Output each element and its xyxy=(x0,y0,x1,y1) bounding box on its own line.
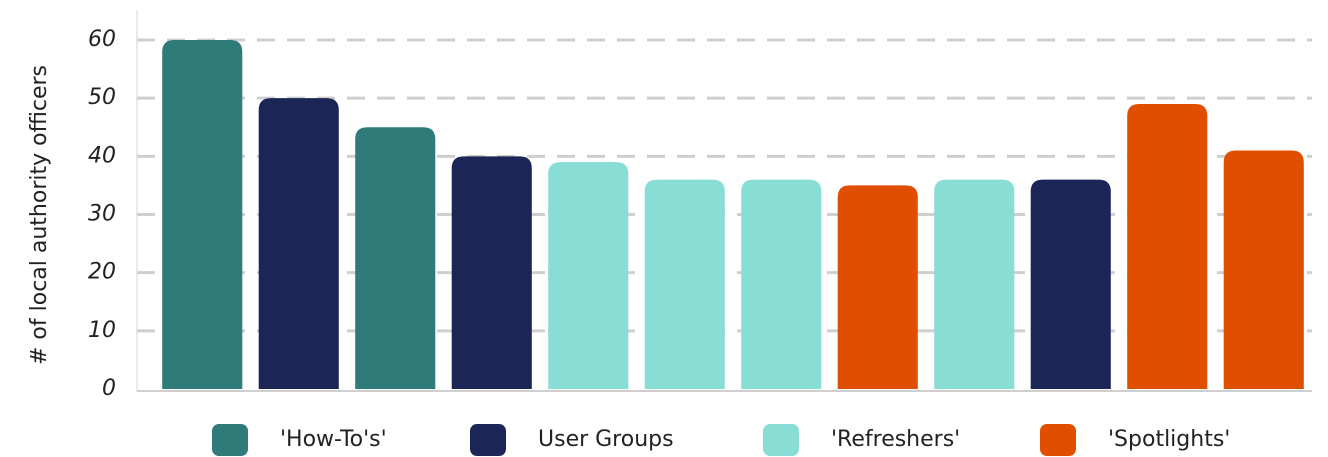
legend-swatch xyxy=(763,424,799,456)
bar xyxy=(162,40,243,389)
y-tick-label: 10 xyxy=(88,318,116,343)
y-tick-label: 20 xyxy=(88,260,116,285)
bar xyxy=(741,179,822,389)
legend-swatch xyxy=(212,424,248,456)
legend-label: 'Refreshers' xyxy=(831,427,960,452)
y-tick-label: 50 xyxy=(88,85,116,110)
bar xyxy=(355,127,436,389)
y-tick-label: 30 xyxy=(88,202,116,227)
bar xyxy=(1030,179,1111,389)
bar xyxy=(1223,150,1304,389)
y-tick-label: 0 xyxy=(102,376,116,401)
bar xyxy=(548,162,629,389)
bar xyxy=(1127,103,1208,389)
bar xyxy=(258,98,339,390)
bar xyxy=(837,185,918,389)
legend-label: User Groups xyxy=(538,427,674,452)
bar xyxy=(934,179,1015,389)
legend-swatch xyxy=(1040,424,1076,456)
legend-label: 'How-To's' xyxy=(280,427,387,452)
y-tick-label: 40 xyxy=(88,143,116,168)
y-tick-label: 60 xyxy=(88,27,116,52)
bar xyxy=(451,156,532,389)
bar xyxy=(644,179,725,389)
y-axis-label: # of local authority officers xyxy=(27,65,52,365)
legend-swatch xyxy=(470,424,506,456)
legend-label: 'Spotlights' xyxy=(1108,427,1230,452)
